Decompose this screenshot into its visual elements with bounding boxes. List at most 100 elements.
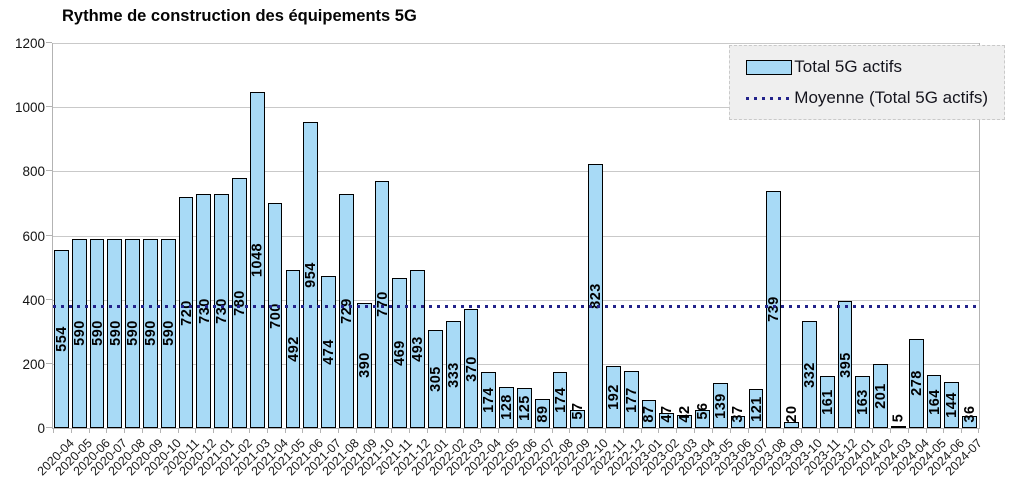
- bar-value-label: 729: [338, 298, 355, 324]
- bar[interactable]: [196, 193, 212, 428]
- bar[interactable]: [160, 238, 176, 428]
- bar[interactable]: [748, 389, 764, 428]
- bar[interactable]: [125, 238, 141, 428]
- bar-value-label: 36: [962, 405, 979, 423]
- x-axis-tick-mark: [711, 428, 713, 433]
- bar-value-label: 201: [873, 382, 890, 409]
- bar[interactable]: [410, 269, 425, 428]
- bar[interactable]: [534, 399, 550, 428]
- bar[interactable]: [374, 180, 390, 428]
- bar[interactable]: [962, 416, 977, 428]
- bar[interactable]: [908, 338, 924, 428]
- bar-value-label: 125: [516, 395, 533, 421]
- bar[interactable]: [321, 275, 336, 428]
- bar-value-label: 42: [677, 405, 694, 423]
- bar[interactable]: [730, 416, 746, 428]
- y-axis-tick-label: 200: [22, 356, 45, 372]
- bar[interactable]: [249, 91, 265, 428]
- x-axis-tick-mark: [70, 428, 72, 433]
- bar[interactable]: [267, 203, 283, 428]
- bar-value-label: 305: [427, 366, 444, 392]
- y-axis-tick-label: 0: [37, 421, 45, 436]
- bar[interactable]: [107, 238, 123, 428]
- x-axis-tick-mark: [818, 428, 820, 433]
- y-axis-tick-label: 1000: [14, 100, 45, 116]
- legend-item-total-5g-actifs[interactable]: Total 5G actifs: [746, 57, 988, 77]
- bar[interactable]: [695, 410, 710, 428]
- bar[interactable]: [712, 383, 728, 428]
- legend-label: Moyenne (Total 5G actifs): [794, 88, 988, 107]
- x-axis-tick-mark: [391, 428, 393, 433]
- bar-value-label: 164: [926, 388, 943, 415]
- bar[interactable]: [944, 381, 960, 428]
- bar[interactable]: [463, 309, 479, 428]
- bar[interactable]: [303, 121, 319, 428]
- bar[interactable]: [89, 238, 105, 428]
- bar[interactable]: [641, 400, 657, 428]
- bar[interactable]: [178, 197, 194, 428]
- bar[interactable]: [890, 426, 906, 428]
- x-axis-tick-mark: [426, 428, 428, 433]
- bar[interactable]: [766, 190, 782, 428]
- bar-value-label: 87: [641, 405, 658, 423]
- x-axis-tick-mark: [142, 428, 144, 433]
- bar[interactable]: [214, 193, 230, 428]
- bar-value-label: 161: [819, 389, 836, 416]
- bar[interactable]: [71, 238, 87, 428]
- bar[interactable]: [873, 363, 888, 428]
- bar-value-label: 139: [712, 392, 729, 419]
- x-axis-tick-mark: [587, 428, 589, 433]
- bar[interactable]: [588, 163, 604, 428]
- x-axis-tick-mark: [320, 428, 322, 433]
- bar-value-label: 370: [463, 355, 480, 382]
- bar[interactable]: [392, 277, 408, 428]
- x-axis-tick-mark: [872, 428, 874, 433]
- x-axis-tick-mark: [658, 428, 660, 433]
- x-axis-tick-mark: [783, 428, 785, 433]
- bar[interactable]: [659, 412, 675, 428]
- bar-value-label: 163: [855, 389, 872, 415]
- x-axis-tick-mark: [907, 428, 909, 433]
- x-axis-tick-mark: [836, 428, 838, 433]
- x-axis-tick-mark: [462, 428, 464, 433]
- x-axis-tick-mark: [694, 428, 696, 433]
- x-axis-tick-mark: [159, 428, 161, 433]
- x-axis-tick-mark: [213, 428, 215, 433]
- bar-value-label: 56: [694, 402, 711, 420]
- x-axis-tick-mark: [373, 428, 375, 433]
- gridline: [53, 107, 979, 109]
- bar[interactable]: [801, 321, 817, 428]
- bar-value-label: 590: [160, 320, 177, 347]
- bar[interactable]: [285, 270, 301, 428]
- bar[interactable]: [143, 238, 158, 428]
- bar[interactable]: [677, 414, 693, 428]
- bar[interactable]: [784, 421, 799, 428]
- legend-item-moyenne[interactable]: Moyenne (Total 5G actifs): [746, 88, 988, 108]
- bar[interactable]: [54, 250, 69, 428]
- bar-value-label: 1048: [249, 242, 266, 278]
- bar[interactable]: [445, 321, 461, 428]
- bar[interactable]: [552, 372, 568, 428]
- legend-label: Total 5G actifs: [794, 57, 903, 76]
- gridline: [53, 43, 979, 44]
- bar[interactable]: [819, 376, 835, 428]
- bar[interactable]: [606, 366, 621, 428]
- y-axis-tick-mark: [46, 170, 52, 172]
- bar[interactable]: [232, 177, 247, 428]
- bar-value-label: 474: [321, 339, 338, 365]
- bar[interactable]: [338, 194, 354, 428]
- bar[interactable]: [623, 371, 639, 428]
- x-axis-tick-mark: [409, 428, 411, 433]
- bar[interactable]: [855, 375, 871, 428]
- bar[interactable]: [570, 409, 586, 428]
- bar[interactable]: [517, 387, 532, 428]
- x-axis-tick-mark: [195, 428, 197, 433]
- x-axis-tick-mark: [569, 428, 571, 433]
- bar[interactable]: [356, 302, 372, 428]
- bar[interactable]: [481, 372, 497, 428]
- bar[interactable]: [427, 330, 443, 428]
- bar[interactable]: [837, 301, 853, 428]
- bar[interactable]: [499, 386, 514, 428]
- bar[interactable]: [926, 375, 942, 428]
- x-axis-tick-mark: [729, 428, 731, 433]
